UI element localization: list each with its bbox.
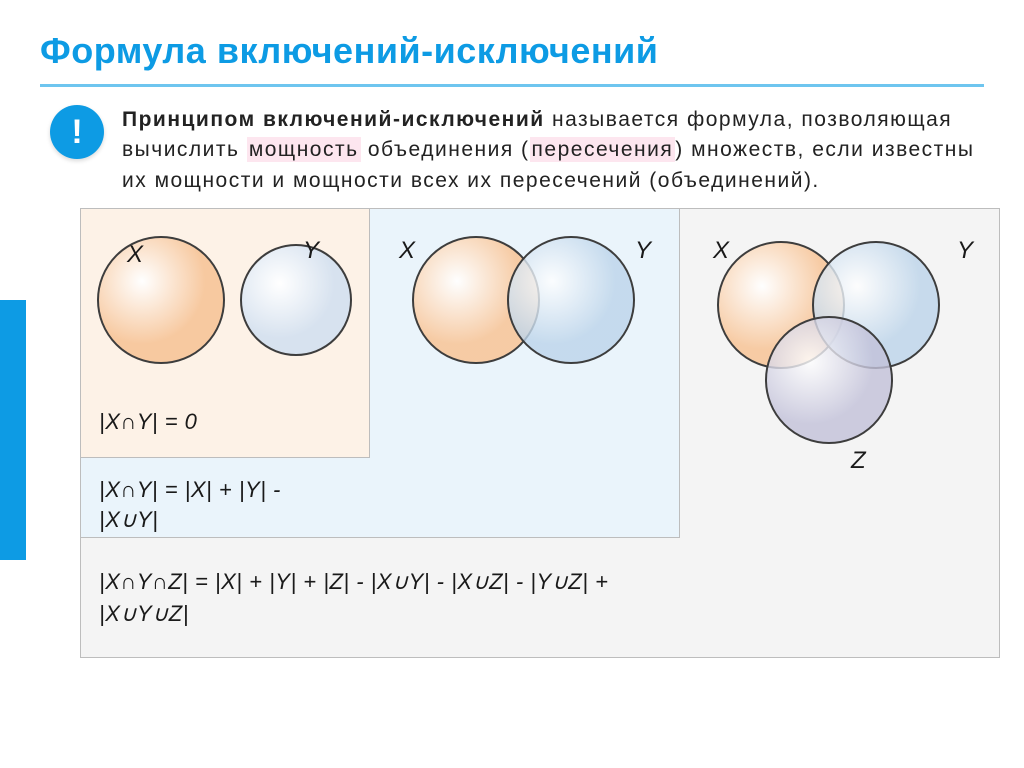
venn-xy-disjoint — [81, 215, 371, 385]
venn-xyz — [691, 215, 991, 475]
definition-text: Принципом включений-исключений называетс… — [122, 105, 984, 196]
label-x3: X — [713, 237, 729, 265]
label-y2: Y — [635, 237, 651, 265]
label-y3: Y — [957, 237, 973, 265]
slide: Формула включений-исключений ! Принципом… — [0, 0, 1024, 768]
label-y1: Y — [303, 237, 319, 265]
formula-3b: |X∪Y∪Z| — [99, 601, 189, 627]
page-title: Формула включений-исключений — [40, 30, 984, 72]
title-rule — [40, 84, 984, 87]
left-accent-bar — [0, 300, 26, 560]
formula-3a: |X∩Y∩Z| = |X| + |Y| + |Z| - |X∪Y| - |X∪Z… — [99, 569, 608, 595]
formula-2b: |X∪Y| — [99, 507, 158, 533]
exclamation-icon: ! — [50, 105, 104, 159]
def-bold: Принципом включений-исключений — [122, 108, 545, 131]
formula-1: |X∩Y| = 0 — [99, 409, 197, 435]
label-x1: X — [127, 241, 143, 269]
definition-block: ! Принципом включений-исключений называе… — [40, 105, 984, 196]
def-t2: объединения ( — [361, 138, 530, 161]
formula-2a: |X∩Y| = |X| + |Y| - — [99, 477, 281, 503]
diagrams-area: X Y Z |X∩Y∩Z| = |X| + |Y| + |Z| - |X∪Y| … — [40, 208, 984, 668]
label-z3: Z — [851, 447, 866, 475]
def-hl2: пересечения — [530, 137, 676, 162]
panel-two-sets-disjoint: X Y |X∩Y| = 0 — [80, 208, 370, 458]
def-hl1: мощность — [247, 137, 361, 162]
label-x2: X — [399, 237, 415, 265]
